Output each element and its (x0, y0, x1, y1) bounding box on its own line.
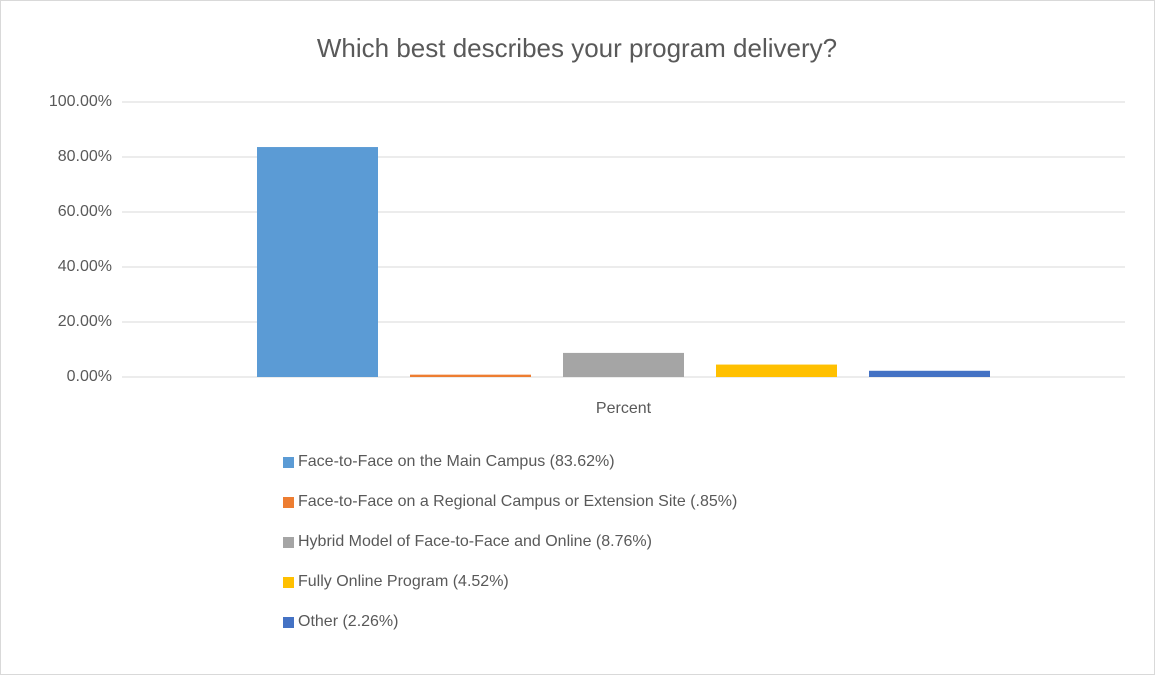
x-tick-label: Percent (596, 400, 652, 417)
y-tick-label: 0.00% (67, 368, 112, 385)
chart-title: Which best describes your program delive… (317, 33, 837, 63)
y-tick-label: 40.00% (58, 258, 112, 275)
legend-swatch (283, 617, 294, 628)
legend-swatch (283, 497, 294, 508)
legend-swatch (283, 457, 294, 468)
bar (563, 352, 684, 377)
legend-label: Face-to-Face on a Regional Campus or Ext… (298, 493, 737, 510)
bar (716, 364, 837, 377)
y-tick-label: 80.00% (58, 148, 112, 165)
y-tick-label: 60.00% (58, 203, 112, 220)
bar (257, 147, 378, 377)
bar (869, 370, 990, 377)
legend-swatch (283, 577, 294, 588)
y-tick-label: 20.00% (58, 313, 112, 330)
legend-label: Fully Online Program (4.52%) (298, 573, 509, 590)
y-tick-label: 100.00% (49, 93, 112, 110)
bar (410, 374, 531, 377)
legend-label: Hybrid Model of Face-to-Face and Online … (298, 533, 652, 550)
legend-label: Face-to-Face on the Main Campus (83.62%) (298, 453, 615, 470)
legend-label: Other (2.26%) (298, 613, 398, 630)
legend-swatch (283, 537, 294, 548)
